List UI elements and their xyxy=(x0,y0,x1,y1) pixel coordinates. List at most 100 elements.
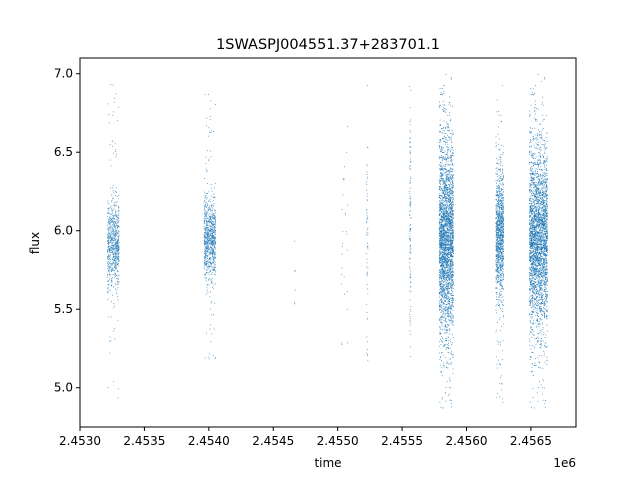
data-point xyxy=(207,236,209,238)
data-point xyxy=(443,236,445,238)
data-point xyxy=(212,245,214,247)
data-point xyxy=(445,74,447,75)
data-point xyxy=(210,266,212,268)
data-point xyxy=(441,370,443,372)
data-point xyxy=(107,200,109,202)
data-point xyxy=(206,272,207,273)
data-point xyxy=(452,282,454,284)
data-point xyxy=(450,182,451,184)
data-point xyxy=(500,344,501,346)
data-point xyxy=(450,217,452,219)
data-point xyxy=(445,242,447,243)
data-point xyxy=(118,263,119,264)
data-point xyxy=(440,104,441,106)
data-point xyxy=(447,222,449,224)
data-point xyxy=(107,240,109,241)
data-point xyxy=(444,261,446,263)
data-point xyxy=(213,259,215,261)
data-point xyxy=(452,246,454,248)
data-point xyxy=(367,355,369,357)
data-point xyxy=(211,216,213,218)
data-point xyxy=(367,360,369,362)
data-point xyxy=(442,244,444,245)
data-point xyxy=(445,247,447,249)
data-point xyxy=(204,234,206,235)
data-point xyxy=(496,230,498,232)
data-point xyxy=(205,163,207,164)
data-point xyxy=(366,214,368,216)
data-point xyxy=(442,267,444,269)
data-point xyxy=(450,199,451,201)
data-point xyxy=(441,274,443,276)
data-point xyxy=(209,116,211,117)
data-point xyxy=(445,273,447,275)
data-point xyxy=(114,243,116,245)
data-point xyxy=(114,233,116,235)
data-point xyxy=(446,121,447,123)
data-point xyxy=(447,287,449,289)
data-point xyxy=(441,243,443,245)
data-point xyxy=(115,251,117,253)
data-point xyxy=(443,269,445,270)
data-point xyxy=(446,210,448,212)
data-point xyxy=(452,276,454,278)
data-point xyxy=(440,242,442,244)
data-point xyxy=(439,245,441,246)
data-point xyxy=(346,308,348,310)
data-point xyxy=(110,229,112,230)
data-point xyxy=(107,208,109,209)
data-point xyxy=(447,144,449,146)
data-point xyxy=(444,317,446,319)
data-point xyxy=(445,197,447,199)
data-point xyxy=(209,228,211,230)
data-point xyxy=(210,209,211,211)
data-point xyxy=(209,207,211,209)
data-point xyxy=(440,406,442,408)
data-point xyxy=(111,269,112,271)
data-point xyxy=(450,232,452,234)
data-point xyxy=(214,265,216,267)
data-point xyxy=(447,239,449,241)
data-point xyxy=(452,302,454,303)
data-point xyxy=(115,214,117,215)
data-point xyxy=(446,212,447,214)
data-point xyxy=(409,356,411,357)
data-point xyxy=(499,252,500,254)
data-point xyxy=(451,219,453,221)
data-point xyxy=(443,180,445,181)
data-point xyxy=(117,264,119,266)
data-point xyxy=(211,278,213,279)
data-point xyxy=(107,290,108,292)
data-point xyxy=(440,281,441,283)
data-point xyxy=(204,243,206,245)
data-point xyxy=(444,274,446,276)
data-point xyxy=(450,320,452,321)
data-point xyxy=(205,217,207,219)
data-point xyxy=(441,190,443,192)
data-point xyxy=(108,263,109,265)
data-point xyxy=(204,262,206,264)
data-point xyxy=(204,196,206,198)
data-point xyxy=(111,281,113,283)
data-point xyxy=(366,336,368,338)
data-point xyxy=(442,220,443,222)
data-point xyxy=(114,221,116,222)
data-point xyxy=(448,173,450,175)
data-point xyxy=(206,204,208,206)
data-point xyxy=(409,204,411,206)
data-point xyxy=(209,269,211,271)
data-point xyxy=(449,191,450,193)
data-point xyxy=(204,241,206,243)
data-point xyxy=(109,252,111,254)
data-point xyxy=(212,217,214,219)
data-point xyxy=(410,224,412,225)
data-point xyxy=(450,238,451,240)
data-point xyxy=(440,220,442,222)
data-point xyxy=(116,245,118,247)
data-point xyxy=(440,187,442,189)
data-point xyxy=(205,251,207,253)
data-point xyxy=(441,242,443,244)
data-point xyxy=(444,143,446,145)
data-point xyxy=(111,209,113,211)
data-point xyxy=(118,226,120,228)
